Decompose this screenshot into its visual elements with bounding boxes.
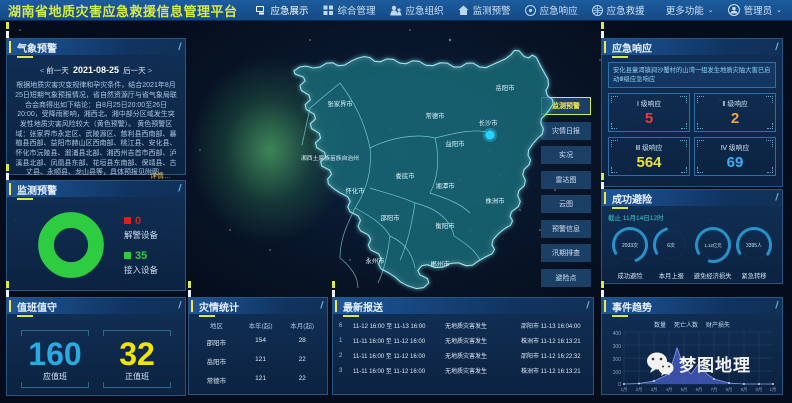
svg-text:湘潭市: 湘潭市	[436, 181, 455, 190]
svg-text:邵阳市: 邵阳市	[381, 213, 400, 222]
svg-text:衡阳市: 衡阳市	[436, 221, 455, 230]
svg-text:2033次: 2033次	[622, 242, 638, 249]
svg-text:2月: 2月	[636, 387, 643, 392]
svg-text:7月: 7月	[711, 387, 718, 392]
svg-text:湘西土家族苗族自治州: 湘西土家族苗族自治州	[301, 154, 359, 162]
svg-text:长沙市: 长沙市	[479, 118, 498, 127]
svg-text:株洲市: 株洲市	[486, 196, 505, 205]
svg-text:1月: 1月	[621, 387, 628, 392]
svg-text:0月: 0月	[756, 387, 763, 392]
svg-text:3395人: 3395人	[746, 243, 762, 249]
svg-text:100: 100	[613, 370, 622, 376]
svg-text:1.12亿元: 1.12亿元	[704, 242, 722, 249]
svg-text:4月: 4月	[666, 387, 673, 392]
svg-text:9月: 9月	[741, 387, 748, 392]
svg-text:益阳市: 益阳市	[446, 139, 465, 148]
svg-text:5月: 5月	[681, 387, 688, 392]
svg-text:3月: 3月	[651, 387, 658, 392]
svg-text:400: 400	[613, 331, 622, 337]
svg-text:常德市: 常德市	[426, 111, 445, 120]
svg-text:郴州市: 郴州市	[431, 259, 450, 268]
svg-text:永州市: 永州市	[366, 256, 385, 265]
svg-text:娄底市: 娄底市	[396, 171, 415, 180]
svg-text:6月: 6月	[696, 387, 703, 392]
svg-text:8月: 8月	[726, 387, 733, 392]
svg-text:怀化市: 怀化市	[346, 186, 365, 195]
svg-text:200: 200	[613, 357, 622, 363]
svg-text:张家界市: 张家界市	[327, 99, 352, 108]
svg-text:6次: 6次	[667, 242, 675, 249]
svg-text:300: 300	[613, 344, 622, 350]
svg-text:岳阳市: 岳阳市	[496, 83, 515, 92]
svg-text:1月: 1月	[770, 387, 777, 392]
